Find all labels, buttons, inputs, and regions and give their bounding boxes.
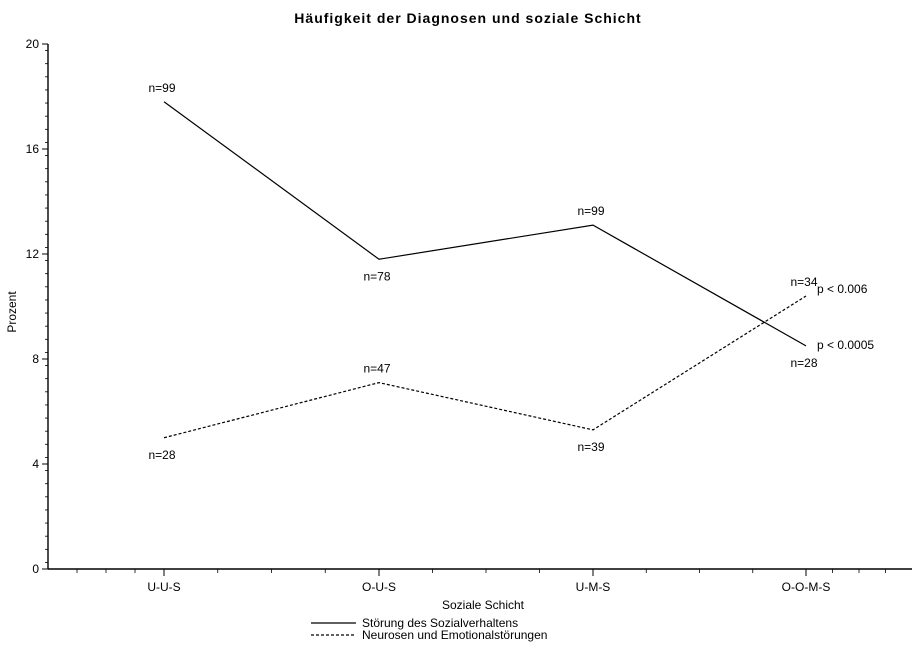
y-tick-label: 16 (26, 142, 40, 156)
legend-entry: Neurosen und Emotionalstörungen (362, 628, 547, 642)
axes: 0 4 8 12 16 20 U-U-S O-U-S U-M-S O-O-M-S (26, 37, 912, 594)
data-label: n=28 (148, 448, 175, 462)
data-label: n=99 (148, 81, 175, 95)
data-label: n=47 (363, 362, 390, 376)
significance-label: p < 0.0005 (817, 338, 874, 352)
data-label: n=34 (790, 275, 817, 289)
series-line-2 (163, 295, 807, 439)
data-label: n=99 (577, 204, 604, 218)
x-tick-label: U-U-S (147, 580, 180, 594)
data-label: n=39 (577, 440, 604, 454)
y-tick-label: 12 (26, 247, 40, 261)
chart-title: Häufigkeit der Diagnosen und soziale Sch… (294, 10, 641, 26)
plot-area: n=99n=78n=99n=28p < 0.0005n=28n=47n=39n=… (148, 81, 874, 462)
legend-entry: Störung des Sozialverhaltens (362, 616, 518, 630)
x-tick-label: O-O-M-S (782, 580, 831, 594)
y-axis-label: Prozent (5, 291, 19, 333)
series-line-1 (163, 101, 807, 347)
x-tick-label: U-M-S (576, 580, 611, 594)
data-label: n=78 (363, 269, 390, 283)
significance-label: p < 0.006 (817, 282, 868, 296)
data-label: n=28 (790, 356, 817, 370)
y-tick-label: 0 (32, 562, 39, 576)
y-tick-label: 8 (32, 352, 39, 366)
y-tick-label: 4 (32, 457, 39, 471)
x-tick-label: O-U-S (362, 580, 396, 594)
x-axis-label: Soziale Schicht (442, 598, 525, 612)
y-tick-label: 20 (26, 37, 40, 51)
